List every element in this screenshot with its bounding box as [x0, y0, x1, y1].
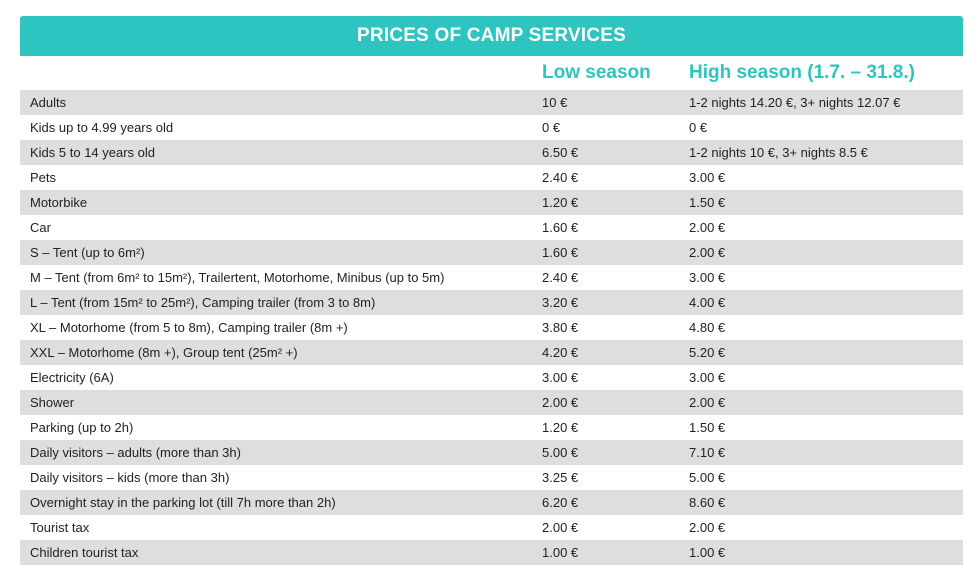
service-name: M – Tent (from 6m² to 15m²), Trailertent…	[30, 270, 445, 285]
table-title: PRICES OF CAMP SERVICES	[20, 16, 963, 56]
table-row: XXL – Motorhome (8m +), Group tent (25m²…	[20, 340, 963, 365]
high-season-price: 8.60 €	[689, 495, 726, 510]
high-season-price: 5.00 €	[689, 470, 726, 485]
service-name: Kids up to 4.99 years old	[30, 120, 174, 135]
high-season-price: 1.50 €	[689, 420, 726, 435]
service-name: Daily visitors – adults (more than 3h)	[30, 445, 241, 460]
low-season-price: 2.40 €	[542, 170, 579, 185]
service-name: Electricity (6A)	[30, 370, 114, 385]
table-body: Adults 10 € 1-2 nights 14.20 €, 3+ nights …	[20, 90, 963, 565]
low-season-price: 5.00 €	[542, 445, 579, 460]
service-name: Adults	[30, 95, 67, 110]
low-season-price: 2.00 €	[542, 520, 579, 535]
high-season-price: 5.20 €	[689, 345, 726, 360]
high-season-price: 1-2 nights 10 €, 3+ nights 8.5 €	[689, 145, 868, 160]
service-name: Overnight stay in the parking lot (till …	[30, 495, 336, 510]
high-season-price: 2.00 €	[689, 245, 726, 260]
low-season-price: 3.00 €	[542, 370, 579, 385]
service-name: Parking (up to 2h)	[30, 420, 134, 435]
high-season-price: 3.00 €	[689, 170, 726, 185]
service-name: Motorbike	[30, 195, 88, 210]
header-high-season: High season (1.7. – 31.8.)	[689, 62, 915, 83]
service-name: Car	[30, 220, 51, 235]
table-row: Motorbike 1.20 € 1.50 €	[20, 190, 963, 215]
service-name: L – Tent (from 15m² to 25m²), Camping tr…	[30, 295, 376, 310]
high-season-price: 2.00 €	[689, 520, 726, 535]
price-table: PRICES OF CAMP SERVICES Low season High …	[20, 16, 963, 565]
low-season-price: 10 €	[542, 95, 568, 110]
high-season-price: 7.10 €	[689, 445, 726, 460]
table-row: M – Tent (from 6m² to 15m²), Trailertent…	[20, 265, 963, 290]
table-header: Low season High season (1.7. – 31.8.)	[20, 56, 963, 90]
high-season-price: 3.00 €	[689, 270, 726, 285]
table-row: S – Tent (up to 6m²) 1.60 € 2.00 €	[20, 240, 963, 265]
low-season-price: 1.60 €	[542, 245, 579, 260]
table-row: Children tourist tax 1.00 € 1.00 €	[20, 540, 963, 565]
service-name: S – Tent (up to 6m²)	[30, 245, 145, 260]
service-name: Daily visitors – kids (more than 3h)	[30, 470, 230, 485]
table-row: Daily visitors – adults (more than 3h) 5.…	[20, 440, 963, 465]
high-season-price: 4.00 €	[689, 295, 726, 310]
table-row: Overnight stay in the parking lot (till …	[20, 490, 963, 515]
high-season-price: 1.50 €	[689, 195, 726, 210]
low-season-price: 1.60 €	[542, 220, 579, 235]
table-row: Tourist tax 2.00 € 2.00 €	[20, 515, 963, 540]
service-name: Pets	[30, 170, 57, 185]
low-season-price: 1.00 €	[542, 545, 579, 560]
high-season-price: 2.00 €	[689, 395, 726, 410]
table-row: Adults 10 € 1-2 nights 14.20 €, 3+ nights …	[20, 90, 963, 115]
low-season-price: 3.80 €	[542, 320, 579, 335]
table-row: Kids up to 4.99 years old 0 € 0 €	[20, 115, 963, 140]
table-row: L – Tent (from 15m² to 25m²), Camping tr…	[20, 290, 963, 315]
low-season-price: 2.00 €	[542, 395, 579, 410]
table-row: XL – Motorhome (from 5 to 8m), Camping t…	[20, 315, 963, 340]
service-name: XXL – Motorhome (8m +), Group tent (25m²…	[30, 345, 298, 360]
low-season-price: 6.20 €	[542, 495, 579, 510]
service-name: Shower	[30, 395, 75, 410]
low-season-price: 1.20 €	[542, 420, 579, 435]
low-season-price: 2.40 €	[542, 270, 579, 285]
high-season-price: 0 €	[689, 120, 708, 135]
high-season-price: 3.00 €	[689, 370, 726, 385]
service-name: XL – Motorhome (from 5 to 8m), Camping t…	[30, 320, 348, 335]
header-low-season: Low season	[542, 62, 651, 83]
service-name: Children tourist tax	[30, 545, 139, 560]
table-row: Daily visitors – kids (more than 3h) 3.25…	[20, 465, 963, 490]
table-row: Kids 5 to 14 years old 6.50 € 1-2 nights 1…	[20, 140, 963, 165]
low-season-price: 1.20 €	[542, 195, 579, 210]
table-row: Pets 2.40 € 3.00 €	[20, 165, 963, 190]
service-name: Tourist tax	[30, 520, 90, 535]
high-season-price: 2.00 €	[689, 220, 726, 235]
service-name: Kids 5 to 14 years old	[30, 145, 156, 160]
table-row: Parking (up to 2h) 1.20 € 1.50 €	[20, 415, 963, 440]
table-row: Electricity (6A) 3.00 € 3.00 €	[20, 365, 963, 390]
high-season-price: 1.00 €	[689, 545, 726, 560]
low-season-price: 3.20 €	[542, 295, 579, 310]
low-season-price: 0 €	[542, 120, 561, 135]
table-row: Shower 2.00 € 2.00 €	[20, 390, 963, 415]
low-season-price: 6.50 €	[542, 145, 579, 160]
low-season-price: 4.20 €	[542, 345, 579, 360]
high-season-price: 1-2 nights 14.20 €, 3+ nights 12.07 €	[689, 95, 901, 110]
table-row: Car 1.60 € 2.00 €	[20, 215, 963, 240]
low-season-price: 3.25 €	[542, 470, 579, 485]
high-season-price: 4.80 €	[689, 320, 726, 335]
